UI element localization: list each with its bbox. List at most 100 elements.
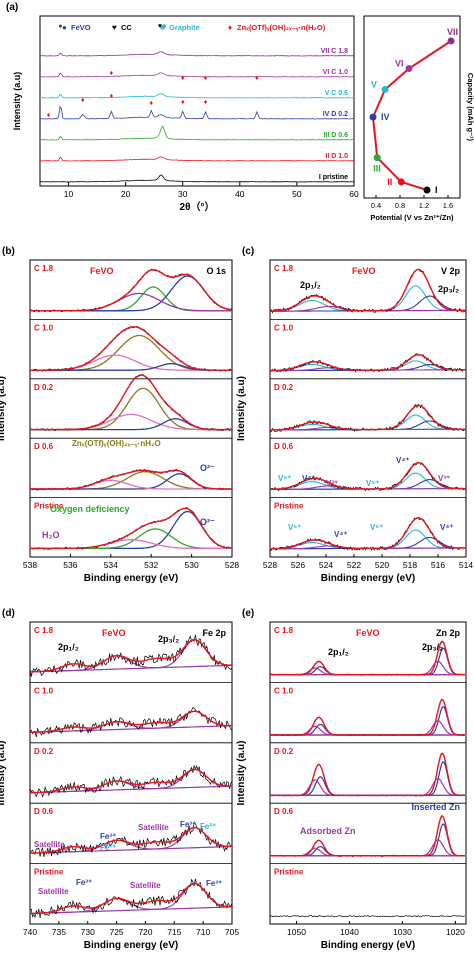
panel-e-ylabel: Intensity (a.u) [236, 740, 247, 805]
xrd-ticklabel-2: 30 [178, 189, 188, 199]
gcd-ylabel: Capacity (mAh g⁻¹) [466, 73, 474, 142]
panel-a-label: (a) [6, 2, 18, 13]
o1s-ann-defic: Oxygen deficiency [50, 504, 130, 514]
legend-marker-1: ♥ [112, 23, 117, 32]
panel-c-row-label-3: D 0.6 [274, 442, 294, 451]
fe2p-species-4: Fe³⁺ [180, 820, 196, 829]
panel-c-ticklabel-5: 518 [403, 560, 417, 570]
panel-b-row-label-2: D 0.2 [34, 383, 54, 392]
v2p-species-6: V⁵⁺ [288, 523, 301, 532]
panel-e-ticklabel-2: 1030 [393, 927, 412, 937]
panel-b-row-label-0: C 1.8 [34, 264, 54, 273]
v2p-peak2: 2p₃/₂ [438, 284, 459, 294]
panel-e-ticklabel-0: 1050 [287, 927, 306, 937]
fe2p-fit-3 [29, 826, 232, 854]
fe2p-species-3: Satellite [138, 823, 169, 832]
fe2p-fit-1 [29, 710, 232, 734]
v2p-species-3: V⁵⁺ [366, 479, 379, 488]
zn2p-fit-0 [270, 640, 465, 676]
panel-b-ticklabel-3: 532 [144, 560, 158, 570]
panel-c-ticklabel-3: 522 [347, 560, 361, 570]
zn2p-ann-ads: Adsorbed Zn [300, 826, 356, 836]
panel-c-ticklabel-1: 526 [291, 560, 305, 570]
gcd-label-III: III [373, 164, 381, 174]
fe2p-fit-4 [29, 882, 232, 915]
o1s-component-3-2 [30, 479, 232, 490]
xrd-frame [39, 15, 355, 187]
o1s-component-1-1 [30, 354, 232, 371]
zn2p-fit-3 [270, 815, 465, 857]
fe2p-species-5: Fe²⁺ [200, 822, 216, 831]
v2p-species-7: V⁴⁺ [334, 530, 348, 539]
xrd-marker-2: ♣ [162, 23, 167, 30]
panel-e-ticklabel-1: 1040 [340, 927, 359, 937]
fe2p-fit-2 [29, 768, 232, 794]
fe2p-fit-0 [29, 638, 233, 673]
v2p-sub: FeVO [352, 266, 376, 276]
xrd-ticklabel-4: 50 [292, 189, 302, 199]
panel-b-ticklabel-4: 530 [185, 560, 199, 570]
fe2p-raw-0 [29, 634, 233, 677]
panel-e-ticklabel-3: 1020 [446, 927, 465, 937]
gcd-point-I [423, 186, 431, 194]
xrd-zn-marker-4: ♦ [181, 75, 185, 82]
fe2p-species-9: Fe³⁺ [206, 879, 222, 888]
panel-d-row-label-0: C 1.8 [34, 626, 54, 635]
panel-c-ticklabel-4: 520 [375, 560, 389, 570]
panel-e-row-label-4: Pristine [274, 868, 304, 877]
gcd-ticklabel-0: 0.4 [371, 201, 381, 210]
panel-e-frame [269, 621, 467, 925]
o1s-ann-zn: Znₓ(OTf)ᵧ(OH)₂ₓ₋ᵧ·nH₂O [72, 439, 161, 448]
panel-b-row-label-3: D 0.6 [34, 442, 54, 451]
v2p-fit-2 [270, 404, 466, 431]
gcd-label-IV: IV [381, 112, 390, 122]
o1s-ann-o2: O²⁻ [200, 463, 215, 473]
xrd-zn-marker-7: ♦ [110, 93, 114, 100]
legend-entry-0: FeVO [71, 23, 91, 32]
panel-b-label: (b) [2, 246, 15, 257]
zn2p-title: Zn 2p [436, 628, 461, 638]
v2p-species-1: V⁴⁺ [302, 474, 316, 483]
panel-d-row-label-3: D 0.6 [34, 807, 54, 816]
panel-c-frame [269, 259, 467, 558]
panel-d-ticklabel-6: 710 [196, 927, 210, 937]
zn2p-peak1: 2p₁/₂ [328, 647, 349, 657]
panel-c-row-label-2: D 0.2 [274, 383, 294, 392]
panel-d-ticklabel-0: 740 [23, 927, 37, 937]
panel-b-ticklabel-0: 538 [23, 560, 37, 570]
o1s-fit-1 [30, 326, 232, 371]
o1s-ann-h2o: H₂O [42, 530, 60, 540]
o1s-raw-1 [29, 325, 233, 372]
v2p-fit-3 [269, 461, 466, 491]
o1s-fit-4 [30, 507, 233, 550]
gcd-point-II [397, 178, 405, 186]
xrd-trace-3 [40, 105, 354, 120]
panel-b-row-label-4: Pristine [34, 502, 64, 511]
xrd-marker-1: ♥ [158, 23, 162, 30]
xrd-trace-label-4: III D 0.6 [323, 132, 348, 139]
o1s-ann-o2b: O²⁻ [200, 517, 215, 527]
xrd-ticklabel-5: 60 [349, 189, 359, 199]
xrd-trace-label-0: VII C 1.8 [321, 48, 348, 55]
xrd-ticklabel-1: 20 [121, 189, 131, 199]
panel-e-row-label-3: D 0.6 [274, 807, 294, 816]
xrd-xlabel: 2θ（°） [180, 200, 215, 213]
panel-d-ticklabel-7: 705 [225, 927, 239, 937]
xrd-ticklabel-3: 40 [235, 189, 245, 199]
xrd-zn-marker-0: ♦ [47, 112, 51, 119]
panel-e-xlabel: Binding energy (eV) [321, 940, 415, 951]
panel-d-label: (d) [2, 608, 15, 619]
gcd-ticklabel-2: 1.2 [419, 201, 429, 210]
fe2p-comp2-0 [29, 655, 232, 673]
xrd-trace-1 [39, 72, 355, 78]
legend-entry-2: Graphite [169, 23, 200, 32]
gcd-label-VI: VI [395, 59, 404, 69]
gcd-point-III [373, 154, 381, 162]
gcd-point-IV [369, 113, 377, 121]
xrd-trace-2 [40, 93, 355, 99]
o1s-component-0-2 [30, 292, 232, 312]
xrd-trace-label-2: V C 0.6 [325, 90, 348, 97]
zn2p-fit-2 [270, 752, 465, 797]
panel-e-label: (e) [242, 608, 254, 619]
